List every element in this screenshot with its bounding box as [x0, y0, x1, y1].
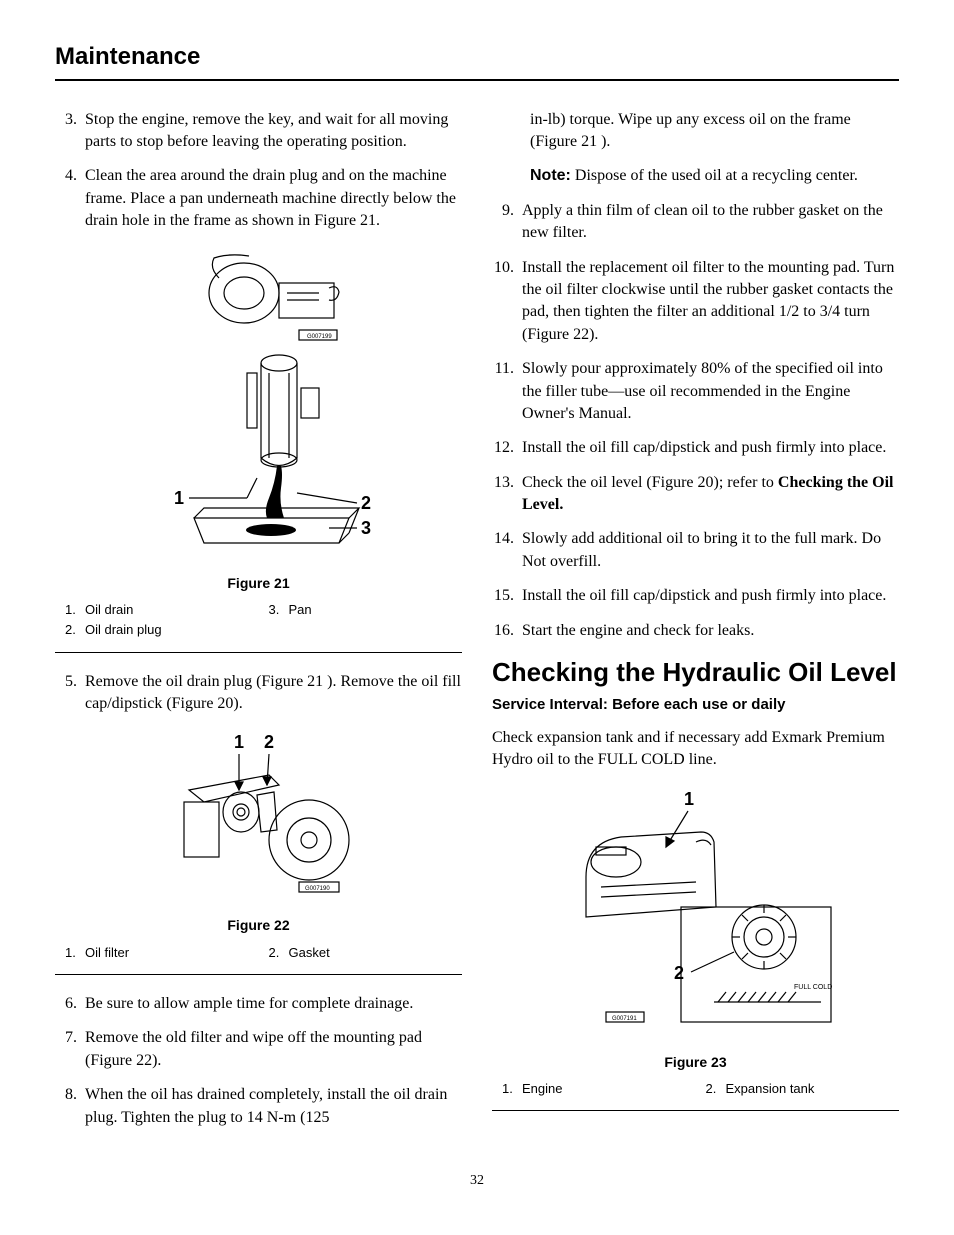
step-num: 6.	[55, 993, 85, 1015]
note-text: Dispose of the used oil at a recycling c…	[571, 167, 858, 184]
legend-text: Gasket	[289, 944, 330, 962]
figure-23-legend: 1.Engine 2.Expansion tank	[492, 1080, 899, 1100]
legend-num: 1.	[65, 601, 85, 619]
figure-22: 1 2	[55, 730, 462, 936]
figure-21-svg: G007199	[119, 248, 399, 568]
step-text: Remove the old filter and wipe off the m…	[85, 1027, 462, 1072]
figure-21: G007199	[55, 248, 462, 594]
legend-num: 3.	[269, 601, 289, 619]
right-column: in-lb) torque. Wipe up any excess oil on…	[492, 109, 899, 1141]
steps-d: 9.Apply a thin film of clean oil to the …	[492, 200, 899, 642]
content-columns: 3.Stop the engine, remove the key, and w…	[55, 109, 899, 1141]
figure-22-caption: Figure 22	[55, 916, 462, 936]
left-column: 3.Stop the engine, remove the key, and w…	[55, 109, 462, 1141]
page-title: Maintenance	[55, 40, 899, 81]
step-text: Install the replacement oil filter to th…	[522, 257, 899, 347]
legend-num: 2.	[269, 944, 289, 962]
step-text: Check the oil level (Figure 20); refer t…	[522, 472, 899, 517]
service-interval: Service Interval: Before each use or dai…	[492, 694, 899, 715]
step-num: 10.	[492, 257, 522, 347]
callout-3: 3	[361, 518, 371, 538]
steps-b: 5.Remove the oil drain plug (Figure 21 )…	[55, 671, 462, 716]
cont-text: in-lb) torque. Wipe up any excess oil on…	[530, 109, 899, 154]
svg-text:G007191: G007191	[612, 1016, 637, 1022]
note-block: Note: Dispose of the used oil at a recyc…	[530, 165, 899, 187]
step-text: Clean the area around the drain plug and…	[85, 165, 462, 232]
step-num: 5.	[55, 671, 85, 716]
callout-2: 2	[674, 963, 684, 983]
legend-text: Expansion tank	[726, 1080, 815, 1098]
callout-1: 1	[174, 488, 184, 508]
figure-23: 1	[492, 787, 899, 1073]
svg-text:G007190: G007190	[305, 886, 330, 892]
step-text: Slowly add additional oil to bring it to…	[522, 528, 899, 573]
divider	[55, 974, 462, 975]
figure-23-svg: 1	[546, 787, 846, 1047]
step-text: Be sure to allow ample time for complete…	[85, 993, 462, 1015]
step-num: 12.	[492, 437, 522, 459]
step-text: Stop the engine, remove the key, and wai…	[85, 109, 462, 154]
step-num: 4.	[55, 165, 85, 232]
steps-c: 6.Be sure to allow ample time for comple…	[55, 993, 462, 1129]
callout-2: 2	[264, 732, 274, 752]
step-num: 8.	[55, 1084, 85, 1129]
step-8-continuation: in-lb) torque. Wipe up any excess oil on…	[492, 109, 899, 188]
section-heading: Checking the Hydraulic Oil Level	[492, 658, 899, 688]
svg-text:FULL COLD: FULL COLD	[794, 984, 832, 991]
step-num: 15.	[492, 585, 522, 607]
svg-text:G007199: G007199	[307, 334, 332, 340]
step-text: Apply a thin film of clean oil to the ru…	[522, 200, 899, 245]
step-text: Slowly pour approximately 80% of the spe…	[522, 358, 899, 425]
figure-21-legend: 1.Oil drain 2.Oil drain plug 3.Pan	[55, 601, 462, 641]
figure-23-caption: Figure 23	[492, 1053, 899, 1073]
callout-1: 1	[684, 789, 694, 809]
hydro-paragraph: Check expansion tank and if necessary ad…	[492, 727, 899, 772]
step-text: Install the oil fill cap/dipstick and pu…	[522, 437, 899, 459]
legend-text: Pan	[289, 601, 312, 619]
note-label: Note:	[530, 167, 571, 184]
figure-21-caption: Figure 21	[55, 574, 462, 594]
step-text: Install the oil fill cap/dipstick and pu…	[522, 585, 899, 607]
step-text: When the oil has drained completely, ins…	[85, 1084, 462, 1129]
page-number: 32	[55, 1171, 899, 1191]
legend-num: 1.	[502, 1080, 522, 1098]
callout-2: 2	[361, 493, 371, 513]
legend-num: 2.	[65, 621, 85, 639]
step-num: 7.	[55, 1027, 85, 1072]
figure-22-legend: 1.Oil filter 2.Gasket	[55, 944, 462, 964]
figure-22-svg: 1 2	[149, 730, 369, 910]
legend-num: 1.	[65, 944, 85, 962]
divider	[55, 652, 462, 653]
legend-text: Oil filter	[85, 944, 129, 962]
legend-text: Oil drain	[85, 601, 133, 619]
step-num: 3.	[55, 109, 85, 154]
divider	[492, 1110, 899, 1111]
step-num: 9.	[492, 200, 522, 245]
step-num: 14.	[492, 528, 522, 573]
step-text: Remove the oil drain plug (Figure 21 ). …	[85, 671, 462, 716]
step-num: 13.	[492, 472, 522, 517]
legend-text: Oil drain plug	[85, 621, 162, 639]
legend-text: Engine	[522, 1080, 562, 1098]
steps-a: 3.Stop the engine, remove the key, and w…	[55, 109, 462, 233]
callout-1: 1	[234, 732, 244, 752]
legend-num: 2.	[706, 1080, 726, 1098]
step-num: 16.	[492, 620, 522, 642]
step-num: 11.	[492, 358, 522, 425]
step-text: Start the engine and check for leaks.	[522, 620, 899, 642]
